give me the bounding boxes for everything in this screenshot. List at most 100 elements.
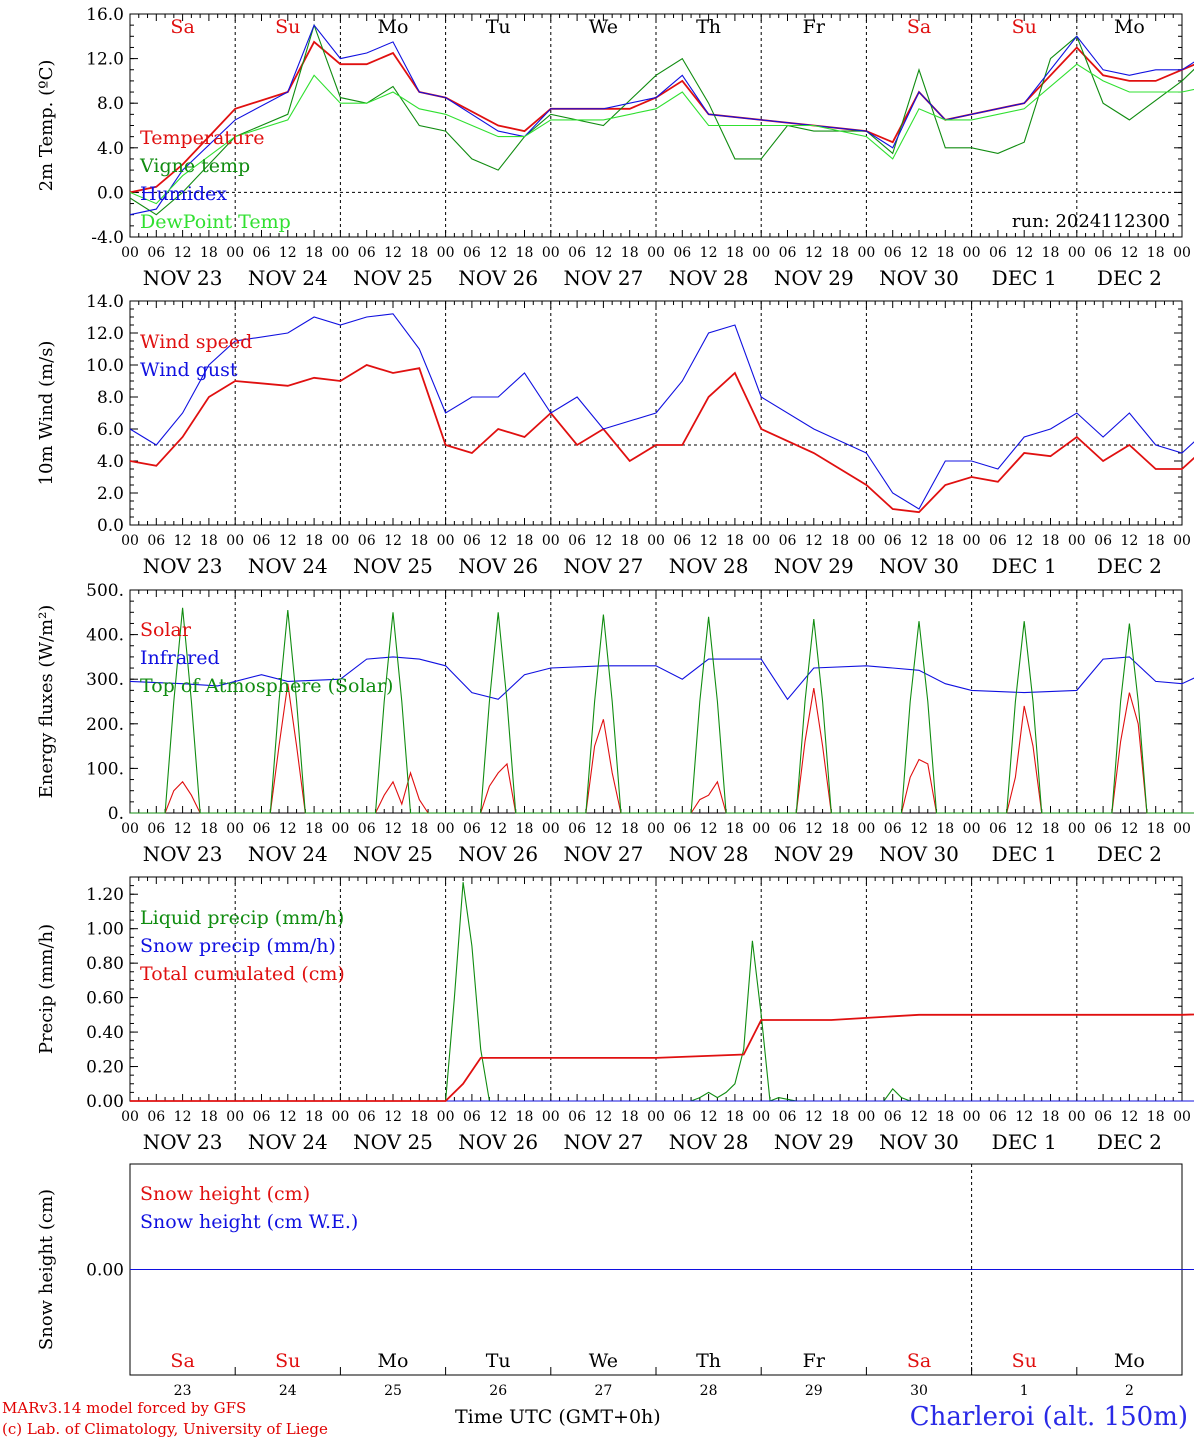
y-tick-label: 12.0	[86, 324, 124, 344]
hour-tick-label: 06	[1094, 533, 1112, 549]
station-name: Charleroi (alt. 150m)	[909, 1402, 1188, 1432]
series-line-3	[130, 607, 1194, 814]
y-axis-label: Precip (mm/h)	[36, 924, 57, 1054]
hour-tick-label: 00	[752, 533, 770, 549]
hour-tick-label: 18	[305, 533, 323, 549]
hour-tick-label: 18	[305, 821, 323, 837]
hour-tick-label: 00	[121, 1109, 139, 1125]
hour-tick-label: 18	[410, 821, 428, 837]
hour-tick-label: 00	[331, 533, 349, 549]
hour-tick-label: 18	[516, 533, 534, 549]
day-header: Sa	[907, 16, 931, 38]
hour-tick-label: 12	[1120, 1109, 1138, 1125]
day-header: Sa	[170, 16, 194, 38]
hour-tick-label: 18	[1147, 245, 1165, 261]
legend-entry: Snow height (cm W.E.)	[140, 1211, 358, 1233]
hour-tick-label: 12	[1015, 1109, 1033, 1125]
day-number: 1	[1020, 1383, 1029, 1398]
y-tick-label: 100.	[86, 759, 124, 779]
hour-tick-label: 00	[542, 821, 560, 837]
hour-tick-label: 12	[174, 245, 192, 261]
hour-tick-label: 18	[831, 533, 849, 549]
date-label: DEC 1	[992, 1130, 1057, 1154]
hour-tick-label: 06	[147, 533, 165, 549]
panel-frame	[129, 13, 1183, 238]
y-tick-label: 0.40	[86, 1023, 124, 1043]
date-label: NOV 28	[669, 554, 749, 578]
hour-tick-label: 18	[831, 821, 849, 837]
series-line-2	[129, 313, 1194, 510]
hour-tick-label: 12	[910, 821, 928, 837]
hour-tick-label: 06	[779, 821, 797, 837]
legend-entry: DewPoint Temp	[140, 211, 291, 233]
day-number: 24	[279, 1383, 297, 1398]
day-header: Mo	[378, 16, 409, 38]
hour-tick-label: 18	[410, 533, 428, 549]
y-tick-label: 12.0	[86, 50, 124, 70]
hour-tick-label: 18	[305, 245, 323, 261]
hour-tick-label: 18	[936, 821, 954, 837]
hour-tick-label: 18	[200, 245, 218, 261]
date-label: DEC 2	[1097, 266, 1162, 290]
panel-5: 0.00 Snow height (cm) Snow height (cm) Snow…	[36, 1163, 1194, 1376]
day-header-bottom: Sa	[907, 1350, 931, 1372]
date-label: NOV 28	[669, 1130, 749, 1154]
hour-tick-label: 00	[857, 821, 875, 837]
day-header-bottom: Th	[696, 1350, 721, 1372]
hour-tick-label: 00	[1173, 533, 1191, 549]
hour-tick-label: 06	[253, 533, 271, 549]
date-label: DEC 2	[1097, 1130, 1162, 1154]
day-header: Su	[1012, 16, 1037, 38]
series-line-2	[129, 23, 1194, 216]
hour-tick-label: 12	[174, 533, 192, 549]
hour-tick-label: 12	[1015, 245, 1033, 261]
legend-entry: Solar	[140, 619, 192, 641]
legend-entry: Total cumulated (cm)	[140, 963, 345, 985]
hour-tick-label: 00	[542, 1109, 560, 1125]
hour-tick-label: 06	[147, 821, 165, 837]
hour-tick-label: 06	[253, 245, 271, 261]
hour-tick-label: 00	[647, 533, 665, 549]
hour-tick-label: 18	[410, 245, 428, 261]
hour-tick-label: 12	[700, 533, 718, 549]
day-header-bottom: Fr	[803, 1350, 826, 1372]
hour-tick-label: 06	[673, 533, 691, 549]
legend-entry: Snow precip (mm/h)	[140, 935, 336, 957]
date-label: NOV 27	[564, 842, 644, 866]
y-tick-label: 300.	[86, 670, 124, 690]
y-tick-label: 4.0	[97, 139, 124, 159]
y-tick-label: 0.0	[97, 516, 124, 536]
hour-tick-label: 18	[936, 1109, 954, 1125]
hour-tick-label: 18	[200, 533, 218, 549]
hour-tick-label: 06	[463, 245, 481, 261]
date-label: NOV 25	[353, 266, 433, 290]
legend-entry: Snow height (cm)	[140, 1183, 310, 1205]
series-line-1	[130, 683, 1194, 814]
hour-tick-label: 12	[910, 1109, 928, 1125]
hour-tick-label: 12	[489, 533, 507, 549]
hour-tick-label: 18	[305, 1109, 323, 1125]
hour-tick-label: 00	[1068, 533, 1086, 549]
hour-tick-label: 06	[884, 245, 902, 261]
hour-tick-label: 00	[647, 1109, 665, 1125]
hour-tick-label: 00	[647, 821, 665, 837]
hour-tick-label: 00	[1068, 821, 1086, 837]
y-tick-label: 8.0	[97, 388, 124, 408]
date-label: NOV 29	[774, 1130, 854, 1154]
footer-credits: MARv3.14 model forced by GFS (c) Lab. of…	[2, 1398, 328, 1440]
legend-entry: Wind gust	[140, 359, 238, 381]
hour-tick-label: 18	[410, 1109, 428, 1125]
date-label: NOV 28	[669, 266, 749, 290]
hour-tick-label: 18	[831, 1109, 849, 1125]
hour-tick-label: 12	[1120, 245, 1138, 261]
date-label: NOV 29	[774, 266, 854, 290]
hour-tick-label: 00	[963, 1109, 981, 1125]
hour-tick-label: 18	[621, 821, 639, 837]
y-tick-label: 6.0	[97, 420, 124, 440]
day-header: Su	[275, 16, 300, 38]
hour-tick-label: 18	[1147, 821, 1165, 837]
y-axis-label: 2m Temp. (ºC)	[36, 60, 57, 192]
hour-tick-label: 06	[358, 245, 376, 261]
hour-tick-label: 12	[1120, 533, 1138, 549]
day-number: 25	[384, 1383, 402, 1398]
